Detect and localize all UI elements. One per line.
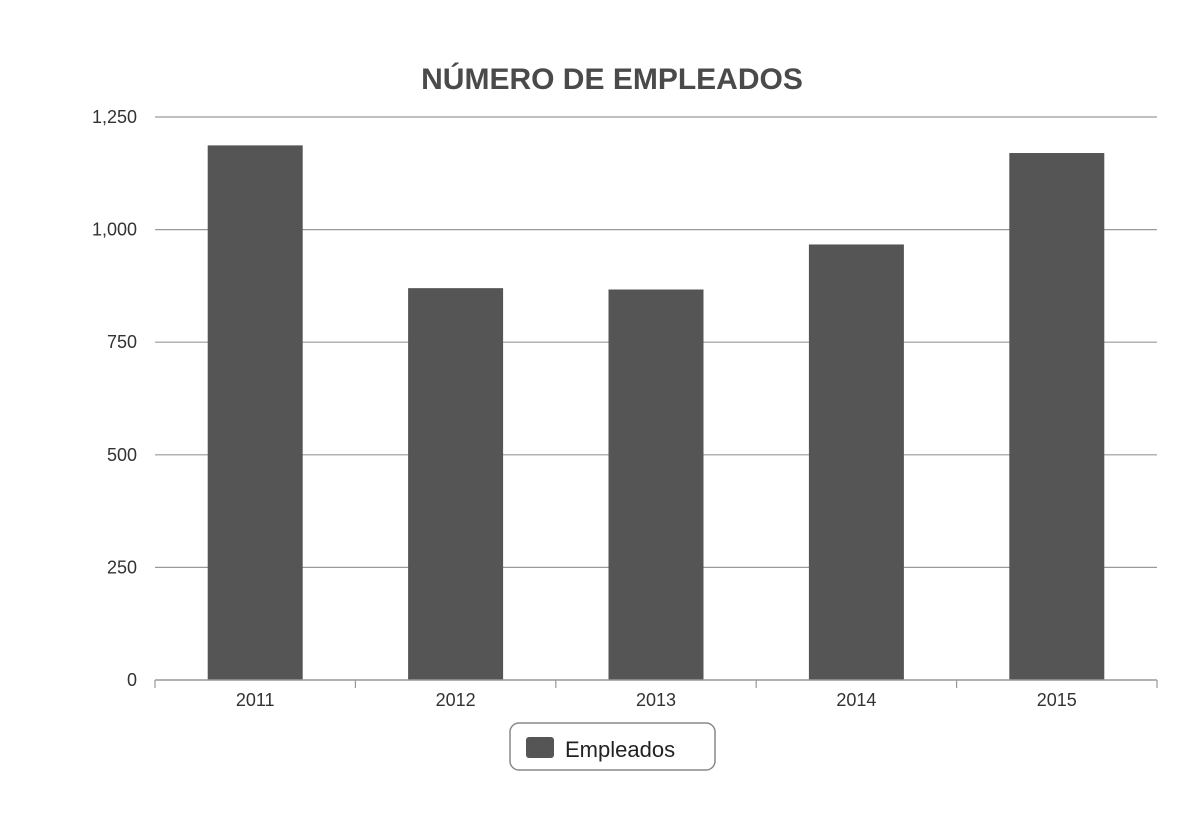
legend-swatch bbox=[526, 737, 554, 758]
legend: Empleados bbox=[509, 722, 716, 771]
bar-2011 bbox=[207, 145, 303, 681]
y-tick-label: 0 bbox=[127, 670, 137, 690]
y-tick-label: 1,000 bbox=[92, 220, 137, 240]
x-tick-label: 2013 bbox=[636, 690, 676, 710]
legend-box bbox=[509, 722, 716, 771]
bar-2013 bbox=[608, 289, 704, 680]
x-tick-label: 2015 bbox=[1037, 690, 1077, 710]
x-axis bbox=[154, 679, 1158, 688]
y-axis: 0 250 500 750 1,000 1,250 bbox=[92, 107, 137, 690]
bar-2014 bbox=[808, 244, 904, 680]
x-tick-label: 2012 bbox=[436, 690, 476, 710]
chart-title: NÚMERO DE EMPLEADOS bbox=[421, 62, 803, 96]
x-tick-label: 2011 bbox=[236, 690, 275, 710]
x-tick-label: 2014 bbox=[836, 690, 876, 710]
y-tick-label: 500 bbox=[107, 445, 137, 465]
x-tick-labels: 2011 2012 2013 2014 2015 bbox=[236, 690, 1077, 710]
legend-label: Empleados bbox=[565, 737, 675, 762]
y-tick-label: 250 bbox=[107, 557, 137, 577]
bar-2012 bbox=[408, 288, 504, 680]
bars bbox=[207, 145, 1105, 681]
y-tick-label: 750 bbox=[107, 332, 137, 352]
y-tick-label: 1,250 bbox=[92, 107, 137, 127]
bar-2015 bbox=[1009, 153, 1105, 681]
